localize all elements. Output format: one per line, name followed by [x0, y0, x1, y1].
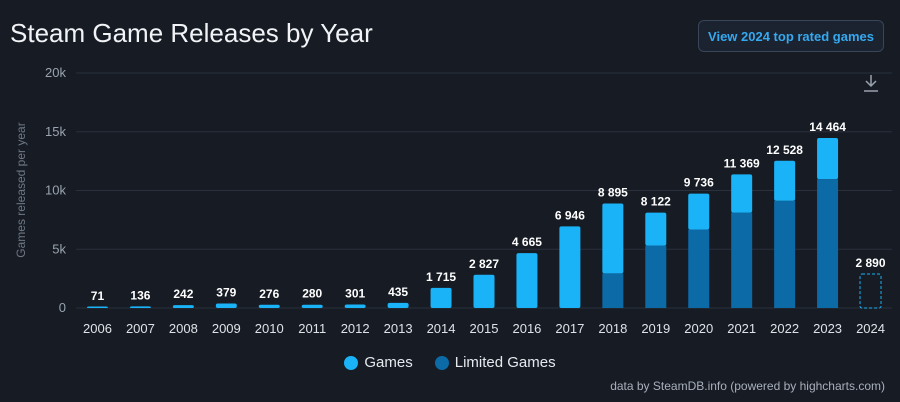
bar-limited-games: [645, 245, 667, 308]
x-tick-label: 2024: [856, 321, 885, 336]
x-tick-label: 2011: [298, 321, 326, 336]
bar-games: [430, 287, 452, 308]
view-top-rated-button[interactable]: View 2024 top rated games: [698, 20, 884, 52]
bar-games: [172, 305, 194, 308]
legend-swatch-limited-games: [434, 355, 449, 370]
data-label: 11 369: [724, 156, 760, 170]
data-label: 14 464: [809, 120, 846, 134]
bar-games: [215, 303, 237, 308]
data-label: 242: [173, 287, 193, 301]
data-label: 71: [91, 289, 105, 303]
x-tick-label: 2012: [341, 321, 370, 336]
legend-item-limited-games[interactable]: Limited Games: [434, 354, 556, 371]
data-label: 280: [302, 287, 322, 301]
legend-swatch-games: [344, 355, 359, 370]
bar-games: [301, 304, 323, 308]
bar-games: [387, 302, 409, 308]
y-tick-label: 5k: [52, 241, 66, 256]
data-label: 9 736: [684, 176, 714, 190]
y-tick-label: 15k: [45, 124, 66, 139]
legend-item-games[interactable]: Games: [344, 354, 413, 371]
bar-games: [516, 253, 538, 308]
data-label: 6 946: [555, 208, 585, 222]
x-tick-label: 2015: [470, 321, 499, 336]
bar-games: [817, 138, 839, 180]
download-icon[interactable]: [860, 72, 882, 94]
bar-games: [258, 304, 280, 308]
bar-limited-games: [774, 200, 796, 308]
bar-games: [86, 306, 108, 308]
bar-games: [731, 174, 753, 213]
chart-legend: Games Limited Games: [0, 354, 900, 371]
data-label: 4 665: [512, 235, 542, 249]
y-tick-label: 20k: [45, 65, 66, 80]
chart-title: Steam Game Releases by Year: [10, 18, 373, 48]
data-label: 8 895: [598, 185, 628, 199]
data-label: 2 890: [856, 256, 886, 270]
bar-limited-games: [688, 229, 710, 308]
y-tick-label: 0: [59, 300, 66, 315]
data-label: 276: [259, 287, 279, 301]
x-tick-label: 2022: [770, 321, 799, 336]
x-tick-label: 2019: [641, 321, 670, 336]
bar-games: [129, 306, 151, 308]
data-label: 379: [216, 286, 236, 300]
x-tick-label: 2007: [126, 321, 155, 336]
x-tick-label: 2018: [598, 321, 627, 336]
x-tick-label: 2021: [727, 321, 756, 336]
x-tick-label: 2017: [555, 321, 584, 336]
bar-partial-year: [859, 273, 882, 309]
bar-games: [344, 304, 366, 308]
data-label: 1 715: [426, 270, 456, 284]
data-label: 435: [388, 285, 408, 299]
credit-text: data by SteamDB.info (powered by highcha…: [610, 379, 885, 393]
x-tick-label: 2009: [212, 321, 241, 336]
x-tick-label: 2014: [427, 321, 456, 336]
bar-games: [688, 193, 710, 230]
data-label: 12 528: [766, 143, 803, 157]
bar-limited-games: [602, 273, 624, 308]
data-label: 2 827: [469, 257, 499, 271]
bar-games: [645, 212, 667, 246]
bar-limited-games: [817, 179, 839, 308]
x-tick-label: 2023: [813, 321, 842, 336]
bar-games: [774, 160, 796, 201]
x-tick-label: 2010: [255, 321, 284, 336]
bar-limited-games: [731, 212, 753, 308]
x-tick-label: 2016: [512, 321, 541, 336]
legend-label-games: Games: [364, 354, 413, 371]
x-tick-label: 2008: [169, 321, 198, 336]
data-label: 301: [345, 286, 365, 300]
bar-games: [602, 203, 624, 274]
y-axis-label: Games released per year: [14, 122, 28, 257]
y-tick-label: 10k: [45, 183, 66, 198]
data-label: 136: [130, 288, 150, 302]
x-tick-label: 2013: [384, 321, 413, 336]
x-tick-label: 2006: [83, 321, 112, 336]
x-tick-label: 2020: [684, 321, 713, 336]
data-label: 8 122: [641, 195, 671, 209]
bar-games: [559, 226, 581, 308]
bar-games: [473, 274, 495, 308]
legend-label-limited-games: Limited Games: [454, 354, 556, 371]
